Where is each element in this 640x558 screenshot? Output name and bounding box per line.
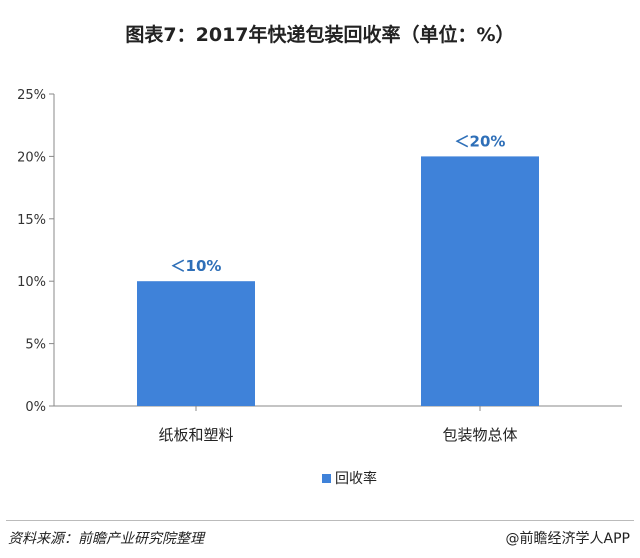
credit-note: @前瞻经济学人APP: [505, 531, 630, 547]
legend: 回收率: [322, 468, 377, 488]
y-tick-label: 20%: [17, 150, 46, 165]
category-label: 纸板和塑料: [158, 426, 233, 444]
bar: [421, 156, 539, 406]
data-label: ＜10%: [171, 257, 222, 275]
bar: [137, 281, 255, 406]
source-note: 资料来源：前瞻产业研究院整理: [8, 531, 204, 547]
category-label: 包装物总体: [442, 426, 517, 444]
y-tick-label: 0%: [25, 400, 46, 415]
y-tick-label: 15%: [17, 213, 46, 228]
footer-divider: [6, 520, 634, 521]
legend-label: 回收率: [335, 471, 377, 487]
legend-swatch: [322, 473, 331, 483]
chart-title: 图表7：2017年快递包装回收率（单位：%）: [125, 24, 515, 46]
y-tick-label: 5%: [25, 338, 46, 353]
data-label: ＜20%: [455, 132, 506, 150]
y-tick-label: 25%: [17, 88, 46, 103]
y-tick-label: 10%: [17, 275, 46, 290]
